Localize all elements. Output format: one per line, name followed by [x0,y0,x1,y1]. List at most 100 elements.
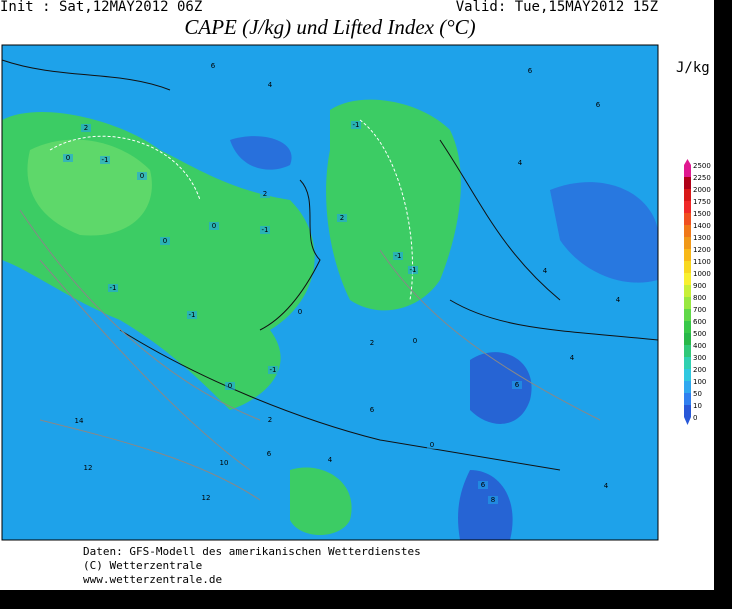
footer-line: Daten: GFS-Modell des amerikanischen Wet… [83,545,421,558]
contour [19,209,601,501]
contour-label: 0 [212,222,216,230]
label-box [265,81,275,89]
contour-label: 6 [515,381,520,389]
label-box [325,456,335,464]
contour-label: 4 [604,482,609,490]
label-box [525,67,535,75]
blue-area [470,352,532,424]
contour-label: 0 [228,382,232,390]
contour-label: 10 [220,459,229,467]
colorbar-label: 1100 [693,258,711,266]
bottom-strip [0,590,732,609]
contour-label: -1 [270,366,277,374]
map-frame [1,44,659,541]
colorbar-cell [684,381,691,393]
contour-label: 6 [267,450,272,458]
colorbar-cell [684,357,691,369]
contour-label: 6 [211,62,216,70]
colorbar-tip [684,417,691,425]
contour-label: -1 [410,266,417,274]
colorbar-cell [684,249,691,261]
label-box [351,121,361,129]
label-box [268,366,278,374]
colorbar-label: 400 [693,342,706,350]
blue-area [458,470,513,540]
colorbar-cell [684,213,691,225]
contour-label: -1 [353,121,360,129]
colorbar-label: 800 [693,294,706,302]
colorbar-cell [684,393,691,405]
colorbar-cell [684,369,691,381]
contour-label: 12 [84,464,93,472]
contour-label: 2 [340,214,344,222]
colorbar-label: 2500 [693,162,711,170]
map-title: CAPE (J/kg) und Lifted Index (°C) [184,15,475,39]
label-box [408,266,418,274]
label-box [264,450,274,458]
label-box [108,284,118,292]
label-box [593,101,603,109]
colorbar-label: 10 [693,402,702,410]
colorbar-label: 900 [693,282,706,290]
colorbar-label: 0 [693,414,697,422]
label-box [225,382,235,390]
side-strip [714,0,732,609]
label-box [367,339,377,347]
colorbar-cell [684,333,691,345]
colorbar-label: 300 [693,354,706,362]
contour-label: 12 [202,494,211,502]
colorbar-cell [684,237,691,249]
blue-area [230,136,292,170]
colorbar-label: 600 [693,318,706,326]
label-box [265,416,275,424]
colorbar-cell [684,165,691,177]
contour-label: 4 [543,267,548,275]
colorbar-cell [684,177,691,189]
green-area [326,99,461,311]
label-box [63,154,73,162]
contour-label: 6 [370,406,375,414]
contour-label: -1 [262,226,269,234]
contour-label: 6 [481,481,486,489]
colorbar-cell [684,321,691,333]
label-box [613,296,623,304]
colorbar-label: 2250 [693,174,711,182]
label-box [512,381,522,389]
valid-time: Valid: Tue,15MAY2012 15Z [456,0,658,15]
contour-label: 2 [263,190,267,198]
label-box [540,267,550,275]
label-box [208,62,218,70]
footer-line: www.wetterzentrale.de [83,573,222,586]
contour-label: 0 [140,172,144,180]
colorbar-cell [684,201,691,213]
coastline [1,59,659,471]
contour-label: -1 [189,311,196,319]
colorbar-cell [684,405,691,417]
label-box [515,159,525,167]
label-box [187,311,197,319]
colorbar-cell [684,225,691,237]
colorbar-label: 50 [693,390,702,398]
contour-label: 4 [328,456,333,464]
label-box [410,337,420,345]
contour-label: 4 [570,354,575,362]
colorbar-label: 100 [693,378,706,386]
contour-label: 0 [298,308,302,316]
label-box [83,464,93,472]
label-box [160,237,170,245]
label-box [567,354,577,362]
label-box [209,222,219,230]
label-box [201,494,211,502]
colorbar-cell [684,309,691,321]
colorbar-cell [684,189,691,201]
colorbar-label: 1500 [693,210,711,218]
label-box [337,214,347,222]
label-box [367,406,377,414]
contour-label: 0 [430,441,434,449]
colorbar-cell [684,273,691,285]
contour-label: -1 [110,284,117,292]
colorbar-label: 500 [693,330,706,338]
contour-label: 0 [66,154,70,162]
contour-label: 8 [491,496,495,504]
